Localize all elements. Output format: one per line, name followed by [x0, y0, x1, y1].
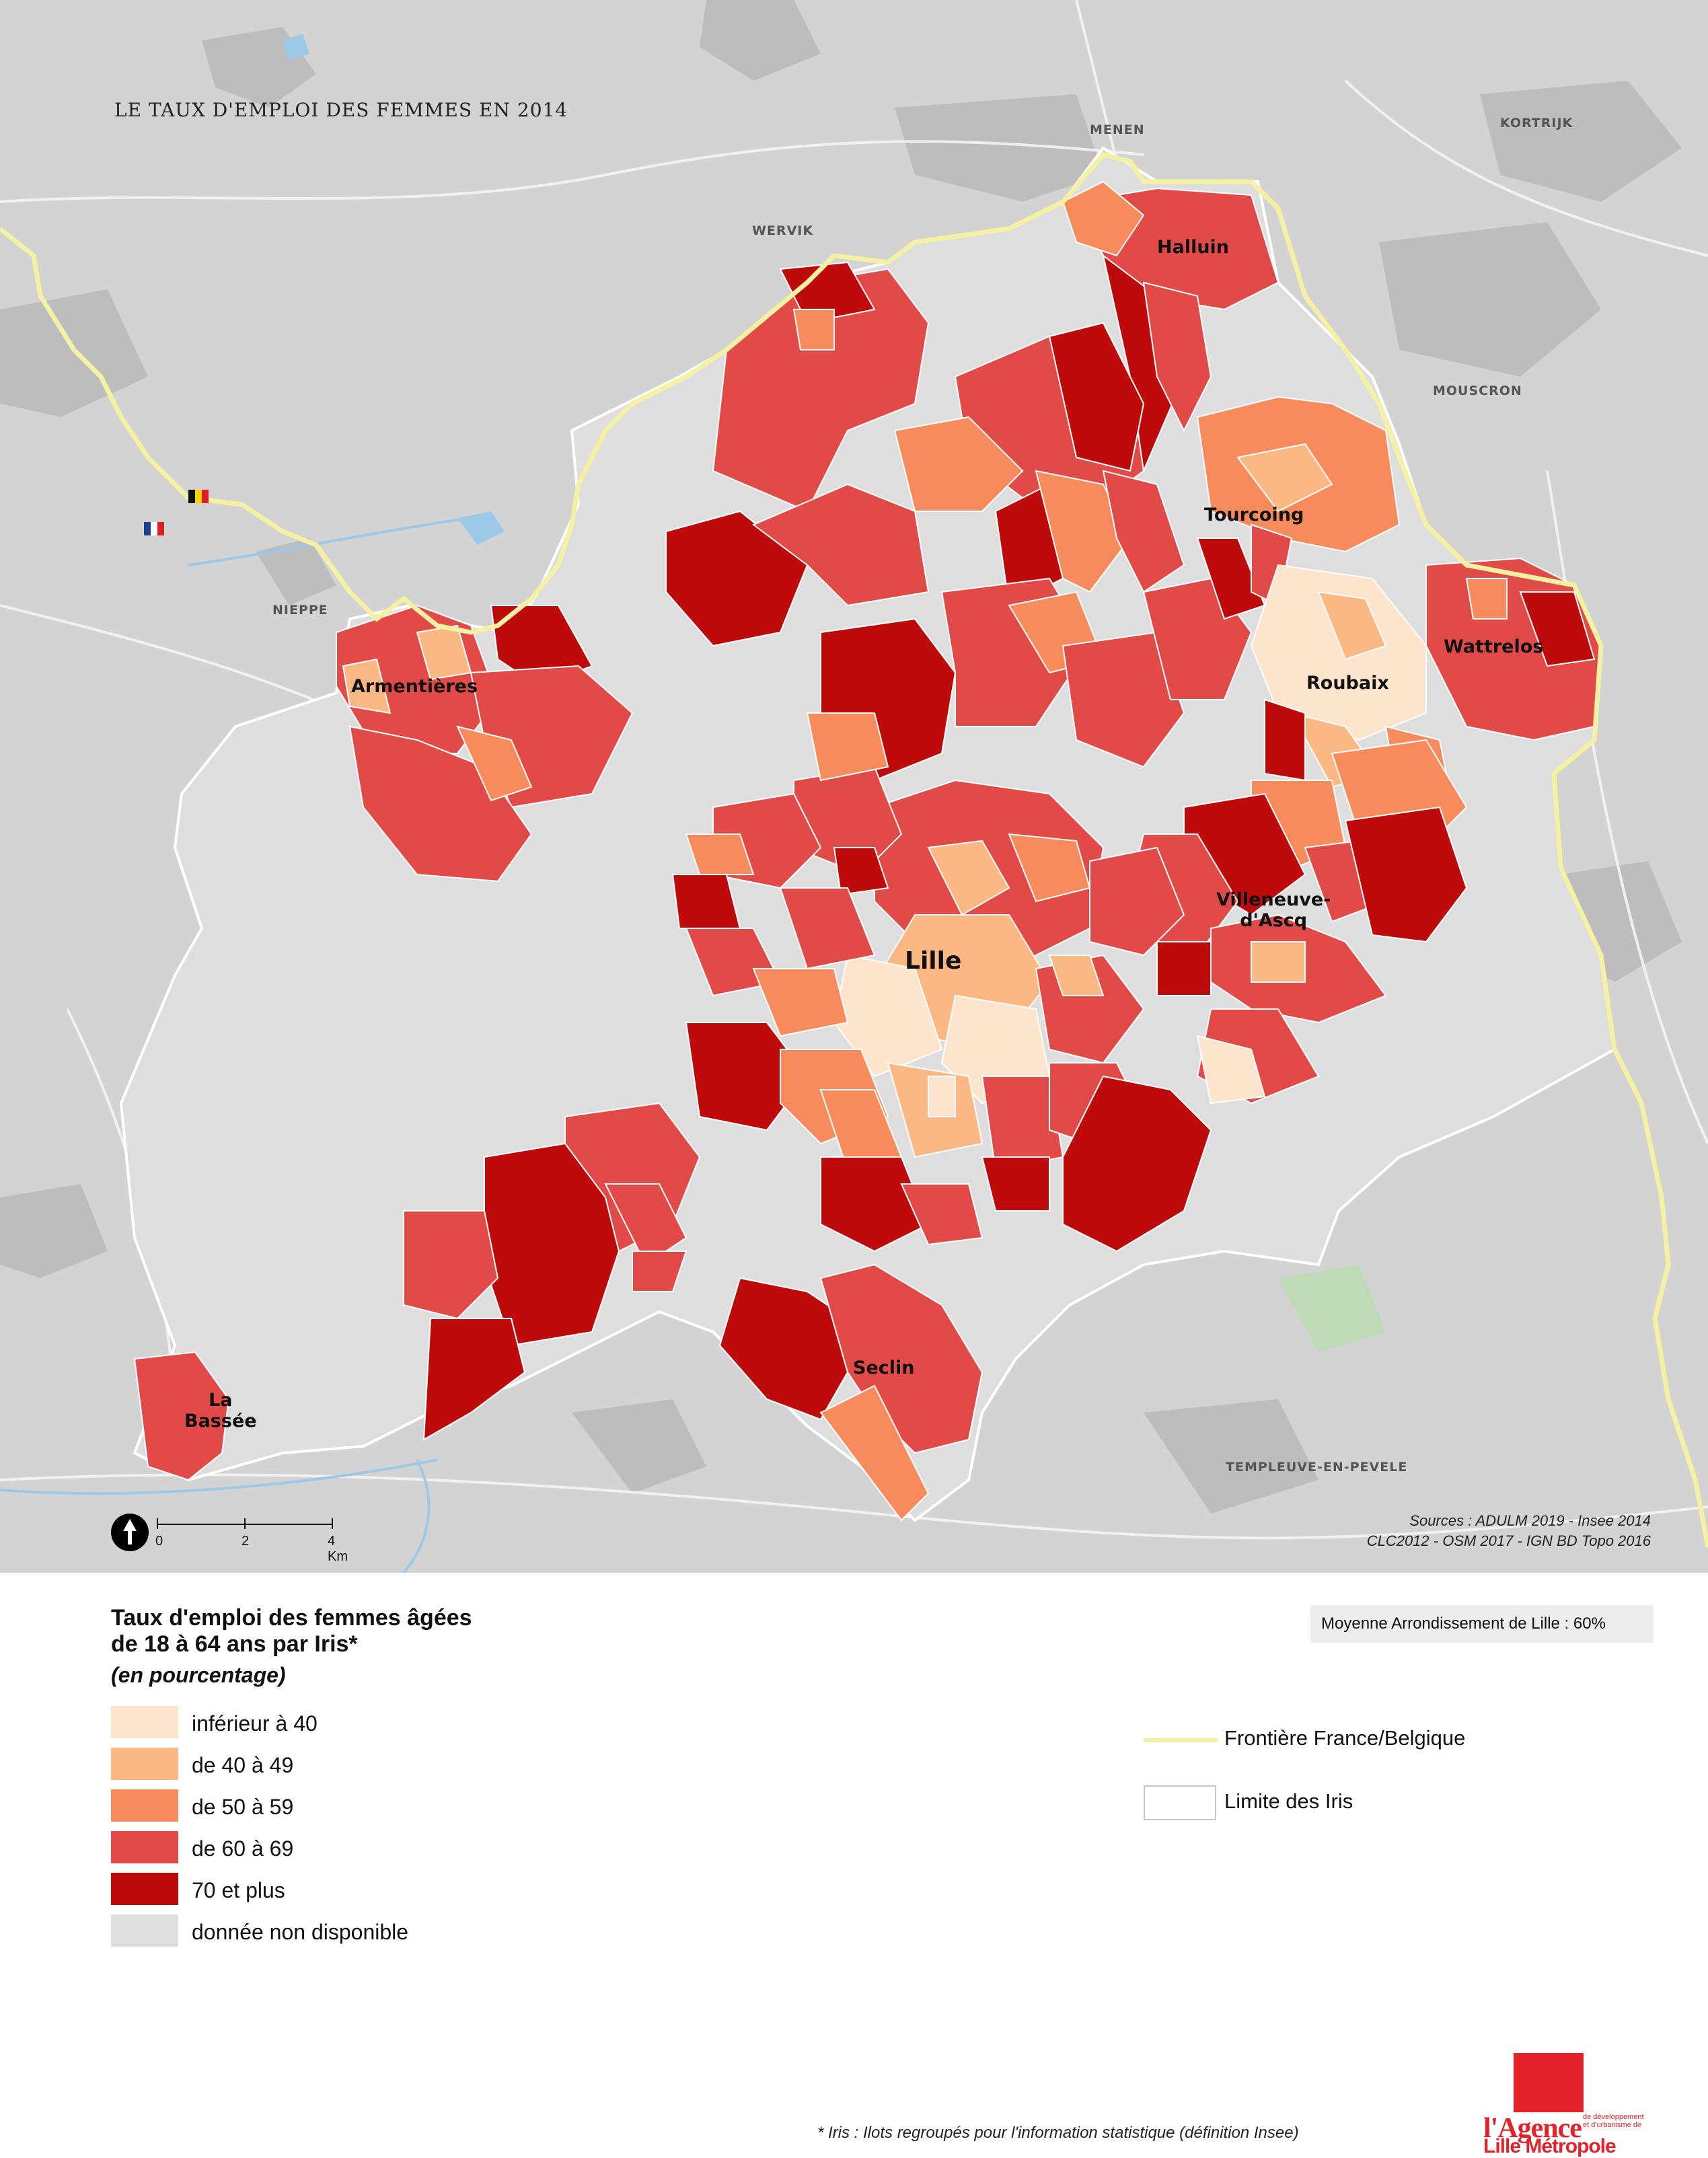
- place-label-kortrijk: KORTRIJK: [1500, 116, 1573, 131]
- place-label-menen: MENEN: [1090, 122, 1145, 137]
- legend-swatch: [111, 1914, 178, 1947]
- legend-title-line2: de 18 à 64 ans par Iris*: [111, 1631, 358, 1658]
- city-label-armentieres: Armentières: [351, 676, 478, 697]
- city-label-tourcoing: Tourcoing: [1204, 505, 1304, 525]
- agency-logo: l'Agence de développement et d'urbanisme…: [1483, 2053, 1688, 2157]
- average-box: Moyenne Arrondissement de Lille : 60%: [1310, 1605, 1654, 1643]
- legend-title-line1: Taux d'emploi des femmes âgées: [111, 1605, 472, 1631]
- border-legend-line: [1144, 1738, 1218, 1742]
- scale-label-2: 2: [242, 1534, 250, 1549]
- france-flag: [144, 522, 164, 535]
- city-label-la-bassee: La Bassée: [184, 1390, 257, 1431]
- legend-swatch: [111, 1873, 178, 1905]
- france-belgium-border: [0, 152, 1708, 1548]
- iris-legend-label: Limite des Iris: [1224, 1789, 1353, 1813]
- logo-line2: Lille Métropole: [1483, 2135, 1617, 2157]
- iris-legend-box: [1144, 1785, 1216, 1820]
- map-graphics: [0, 0, 1708, 1573]
- lake-1: [457, 511, 505, 545]
- waterways: [0, 517, 472, 1573]
- city-label-roubaix: Roubaix: [1306, 673, 1389, 694]
- lake-2: [283, 34, 309, 61]
- scale-bar: 0 2 4 Km: [111, 1514, 348, 1564]
- map-title: LE TAUX D'EMPLOI DES FEMMES EN 2014: [114, 99, 568, 121]
- scale-tick-0: [157, 1518, 158, 1529]
- city-label-villeneuve-line1: Villeneuve-: [1216, 889, 1331, 910]
- iris-polygons: [133, 180, 1602, 1522]
- scale-label-0: 0: [155, 1534, 163, 1549]
- legend-swatch: [111, 1706, 178, 1738]
- north-arrow-icon: [111, 1514, 149, 1551]
- legend-swatch: [111, 1831, 178, 1863]
- legend-swatch: [111, 1789, 178, 1822]
- legend-title: Taux d'emploi des femmes âgées de 18 à 6…: [111, 1605, 472, 1658]
- city-label-la-bassee-line2: Bassée: [184, 1411, 257, 1432]
- legend-label: de 40 à 49: [192, 1753, 294, 1777]
- legend-swatch: [111, 1748, 178, 1780]
- legend-label: donnée non disponible: [192, 1920, 409, 1944]
- average-text: Moyenne Arrondissement de Lille : 60%: [1321, 1614, 1606, 1633]
- belgium-flag: [188, 490, 209, 503]
- city-label-wattrelos: Wattrelos: [1444, 636, 1544, 657]
- legend-label: 70 et plus: [192, 1878, 285, 1902]
- scale-tick-4: [332, 1518, 333, 1529]
- city-label-halluin: Halluin: [1157, 237, 1230, 258]
- city-label-villeneuve: Villeneuve- d'Ascq: [1216, 889, 1331, 931]
- city-label-seclin: Seclin: [853, 1357, 915, 1378]
- map-canvas: LE TAUX D'EMPLOI DES FEMMES EN 2014 MENE…: [0, 0, 1708, 1573]
- sources-line1: Sources : ADULM 2019 - Insee 2014: [1409, 1512, 1651, 1529]
- sources-line2: CLC2012 - OSM 2017 - IGN BD Topo 2016: [1366, 1532, 1651, 1549]
- logo-small-line1: de développement: [1583, 2113, 1644, 2121]
- legend-label: de 60 à 69: [192, 1836, 294, 1861]
- footnote: * Iris : Ilots regroupés pour l'informat…: [817, 2124, 1299, 2142]
- legend-subtitle: (en pourcentage): [111, 1663, 286, 1687]
- scale-tick-2: [244, 1518, 246, 1529]
- scale-label-4: 4 Km: [328, 1534, 348, 1564]
- border-legend-label: Frontière France/Belgique: [1224, 1726, 1466, 1750]
- place-label-templeuve: TEMPLEUVE-EN-PEVELE: [1226, 1460, 1408, 1475]
- place-label-nieppe: NIEPPE: [272, 603, 328, 618]
- logo-small-text: de développement et d'urbanisme de: [1583, 2113, 1644, 2129]
- legend-label: de 50 à 59: [192, 1795, 294, 1819]
- city-label-la-bassee-line1: La: [209, 1390, 233, 1411]
- legend-label: inférieur à 40: [192, 1711, 318, 1736]
- logo-small-line2: et d'urbanisme de: [1583, 2120, 1642, 2129]
- place-label-wervik: WERVIK: [752, 223, 814, 238]
- logo-line1: l'Agence: [1483, 2113, 1582, 2144]
- sources: Sources : ADULM 2019 - Insee 2014 CLC201…: [1367, 1511, 1651, 1551]
- city-label-villeneuve-line2: d'Ascq: [1240, 910, 1308, 932]
- logo-red-block: [1514, 2053, 1584, 2112]
- city-label-lille: Lille: [905, 947, 962, 975]
- place-label-mouscron: MOUSCRON: [1433, 383, 1522, 398]
